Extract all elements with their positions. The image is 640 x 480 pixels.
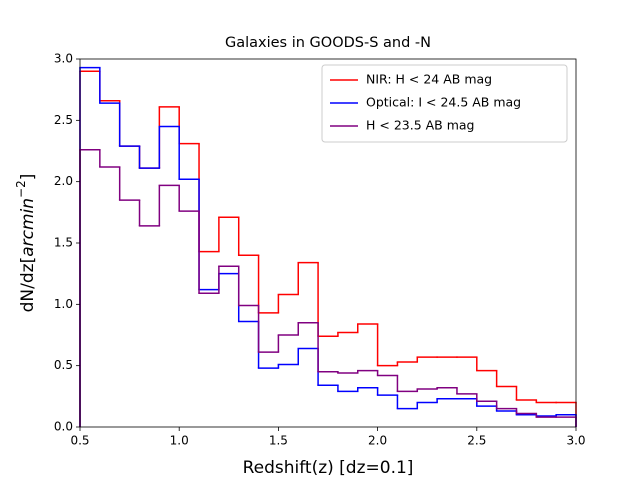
chart-title: Galaxies in GOODS-S and -N bbox=[225, 35, 431, 51]
y-axis-label: dN/dz[arcmin−2] bbox=[14, 174, 39, 313]
legend-label: Optical: I < 24.5 AB mag bbox=[366, 95, 521, 110]
y-tick-label: 1.5 bbox=[54, 236, 73, 250]
y-tick-label: 1.0 bbox=[54, 297, 73, 311]
x-tick-label: 1.5 bbox=[269, 434, 288, 448]
y-tick-label: 3.0 bbox=[54, 52, 73, 66]
x-tick-label: 2.5 bbox=[467, 434, 486, 448]
y-label-part: dN/dz[ bbox=[18, 257, 38, 313]
legend-label: H < 23.5 AB mag bbox=[366, 118, 475, 133]
y-tick-label: 2.5 bbox=[54, 113, 73, 127]
y-tick-label: 0.0 bbox=[54, 420, 73, 434]
y-tick-label: 0.5 bbox=[54, 358, 73, 372]
y-label-part: ] bbox=[18, 174, 38, 181]
y-label-part: −2 bbox=[14, 180, 28, 198]
legend-label: NIR: H < 24 AB mag bbox=[366, 72, 492, 87]
y-tick-label: 2.0 bbox=[54, 174, 73, 188]
x-tick-label: 0.5 bbox=[70, 434, 89, 448]
legend-box bbox=[321, 64, 568, 143]
x-tick-label: 2.0 bbox=[368, 434, 387, 448]
x-axis-label: Redshift(z) [dz=0.1] bbox=[243, 458, 414, 478]
x-tick-label: 1.0 bbox=[170, 434, 189, 448]
x-tick-label: 3.0 bbox=[566, 434, 585, 448]
y-label-part: arcmin bbox=[18, 198, 38, 257]
